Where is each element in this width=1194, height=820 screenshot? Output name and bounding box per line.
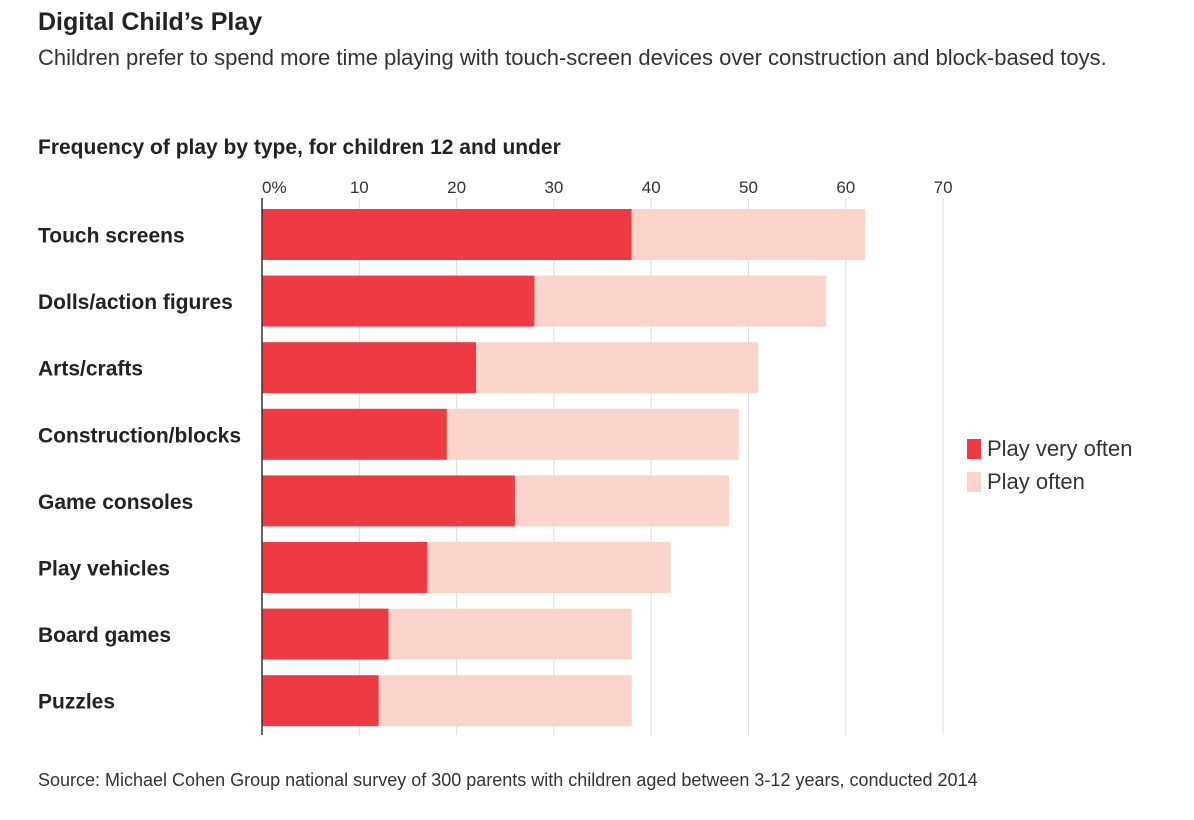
legend-swatch-often bbox=[967, 471, 981, 492]
bar-play-often bbox=[446, 408, 739, 460]
legend-item-often: Play often bbox=[967, 465, 1133, 498]
bar-play-very-often bbox=[262, 475, 515, 527]
bar-chart: 0% 10 20 30 40 50 60 70 Touch screens Dolls/actio… bbox=[38, 178, 953, 735]
bar-play-very-often bbox=[262, 675, 379, 727]
bar-play-very-often bbox=[262, 408, 447, 460]
bar-play-often bbox=[427, 542, 671, 593]
bar-play-very-often bbox=[262, 275, 535, 327]
category-label: Board games bbox=[38, 624, 171, 647]
category-label: Construction/blocks bbox=[38, 424, 241, 447]
x-tick-label: 0% bbox=[262, 178, 287, 197]
chart-subtitle: Children prefer to spend more time playi… bbox=[38, 45, 1107, 70]
bar-play-often bbox=[378, 675, 632, 727]
legend: Play very often Play often bbox=[967, 432, 1133, 498]
legend-swatch-very-often bbox=[967, 438, 981, 459]
x-tick-label: 30 bbox=[544, 178, 563, 197]
bar-play-very-often bbox=[262, 542, 428, 593]
x-tick-label: 20 bbox=[447, 178, 466, 197]
legend-label-very-often: Play very often bbox=[987, 435, 1133, 461]
bar-play-often bbox=[388, 608, 632, 660]
chart-heading: Frequency of play by type, for children … bbox=[38, 136, 561, 159]
bar-play-very-often bbox=[262, 342, 477, 394]
x-tick-label: 70 bbox=[934, 178, 953, 197]
bar-play-very-often bbox=[262, 209, 632, 260]
bar-play-very-often bbox=[262, 608, 389, 660]
category-label: Touch screens bbox=[38, 225, 185, 248]
bar-play-often bbox=[476, 342, 759, 394]
bar-play-often bbox=[514, 475, 730, 527]
category-label: Play vehicles bbox=[38, 558, 170, 581]
category-label: Dolls/action figures bbox=[38, 291, 233, 314]
bar-play-often bbox=[534, 275, 827, 327]
category-label: Puzzles bbox=[38, 691, 115, 714]
x-tick-label: 10 bbox=[350, 178, 369, 197]
x-tick-label: 50 bbox=[739, 178, 758, 197]
chart-title: Digital Child’s Play bbox=[38, 8, 263, 36]
source-note: Source: Michael Cohen Group national sur… bbox=[38, 770, 978, 790]
x-tick-label: 40 bbox=[642, 178, 661, 197]
bar-play-often bbox=[631, 209, 866, 260]
category-label: Arts/crafts bbox=[38, 358, 143, 381]
legend-item-very-often: Play very often bbox=[967, 432, 1133, 465]
legend-label-often: Play often bbox=[987, 468, 1085, 494]
category-label: Game consoles bbox=[38, 491, 193, 514]
x-tick-label: 60 bbox=[836, 178, 855, 197]
